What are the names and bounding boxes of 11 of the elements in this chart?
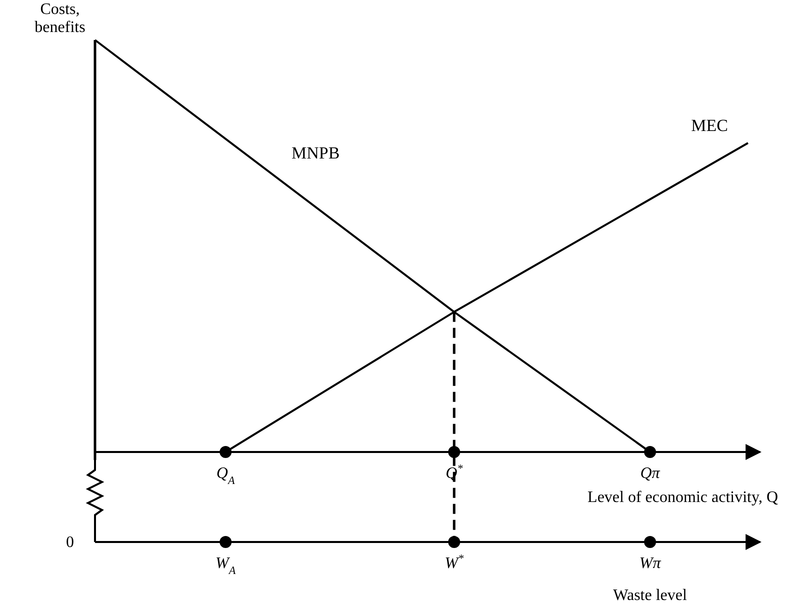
series-label: MNPB	[292, 144, 340, 163]
series-label: MEC	[691, 116, 728, 135]
y-axis-title: Costs, benefits	[34, 1, 86, 36]
x-tick-label: Qπ	[640, 465, 661, 482]
x-axis-title: Level of economic activity, Q	[588, 489, 778, 506]
x-tick-label: Q$_{A}$	[216, 465, 235, 487]
text: W$^{*}$	[444, 553, 464, 572]
x2-axis-title: Waste level	[613, 587, 688, 604]
text: W$_{A}$	[216, 555, 236, 577]
text: Wπ	[639, 555, 662, 572]
text: 0	[66, 534, 74, 551]
